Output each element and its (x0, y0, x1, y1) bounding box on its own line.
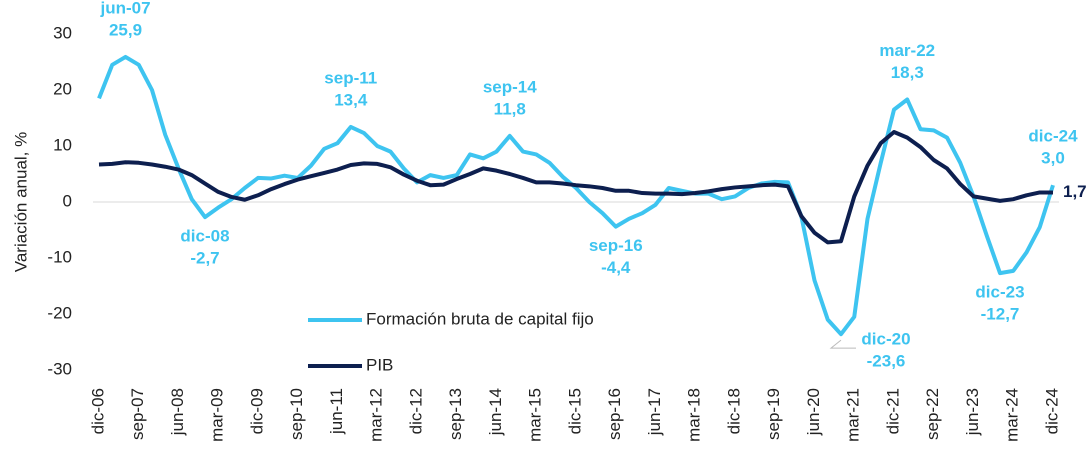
legend-label: Formación bruta de capital fijo (366, 309, 594, 328)
y-tick-label: 30 (53, 23, 72, 42)
x-tick-label: dic-06 (88, 388, 107, 434)
data-label-date: sep-14 (483, 77, 537, 96)
data-label-date: mar-22 (879, 41, 935, 60)
x-tick-label: sep-19 (764, 388, 783, 440)
y-axis-label: Variación anual, % (11, 132, 30, 273)
leader-line (829, 339, 856, 349)
x-tick-label: dic-24 (1042, 388, 1061, 434)
data-label-date: sep-11 (324, 68, 377, 87)
data-label-date: dic-24 (1028, 127, 1078, 146)
y-tick-label: -10 (47, 247, 72, 266)
data-label: -23,6 (867, 352, 906, 371)
data-label: 25,9 (109, 20, 142, 39)
data-label-date: dic-20 (861, 330, 910, 349)
legend-label: PIB (366, 355, 393, 374)
x-tick-label: sep-16 (605, 388, 624, 440)
x-tick-label: jun-08 (168, 388, 187, 436)
y-tick-label: 0 (63, 191, 72, 210)
x-tick-label: jun-17 (645, 388, 664, 436)
data-label: -2,7 (190, 249, 219, 268)
line (97, 54, 1055, 337)
y-tick-label: 20 (53, 79, 72, 98)
x-tick-label: dic-21 (883, 388, 902, 434)
x-tick-label: mar-18 (685, 388, 704, 442)
data-label-date: dic-23 (975, 283, 1024, 302)
x-tick-label: mar-09 (208, 388, 227, 442)
data-label: 13,4 (334, 90, 368, 109)
x-tick-label: dic-15 (565, 388, 584, 434)
data-label-date: dic-08 (180, 227, 229, 246)
data-label: 1,7 (1063, 182, 1087, 201)
data-label: 11,8 (494, 99, 526, 118)
x-tick-label: sep-07 (128, 388, 147, 440)
y-tick-label: -20 (47, 303, 72, 322)
data-label-date: sep-16 (589, 236, 643, 255)
x-tick-label: sep-10 (287, 388, 306, 440)
x-tick-label: dic-12 (406, 388, 425, 434)
y-tick-label: -30 (47, 359, 72, 378)
data-label: -12,7 (981, 305, 1020, 324)
y-tick-label: 10 (53, 135, 72, 154)
x-tick-label: jun-14 (486, 388, 505, 436)
x-tick-label: jun-20 (804, 388, 823, 436)
x-tick-label: jun-11 (327, 388, 346, 435)
x-tick-label: sep-22 (923, 388, 942, 440)
x-tick-label: dic-09 (247, 388, 266, 434)
data-label-date: jun-07 (99, 0, 150, 17)
data-label: -4,4 (601, 258, 631, 277)
data-label: 3,0 (1041, 149, 1065, 168)
x-tick-label: dic-18 (724, 388, 743, 434)
x-tick-label: mar-15 (526, 388, 545, 442)
x-tick-label: mar-21 (844, 388, 863, 442)
x-tick-label: sep-13 (446, 388, 465, 440)
x-tick-label: mar-12 (367, 388, 386, 442)
line (98, 130, 1053, 245)
x-tick-label: mar-24 (1003, 388, 1022, 442)
data-label: 18,3 (891, 63, 924, 82)
x-tick-label: jun-23 (963, 388, 982, 436)
